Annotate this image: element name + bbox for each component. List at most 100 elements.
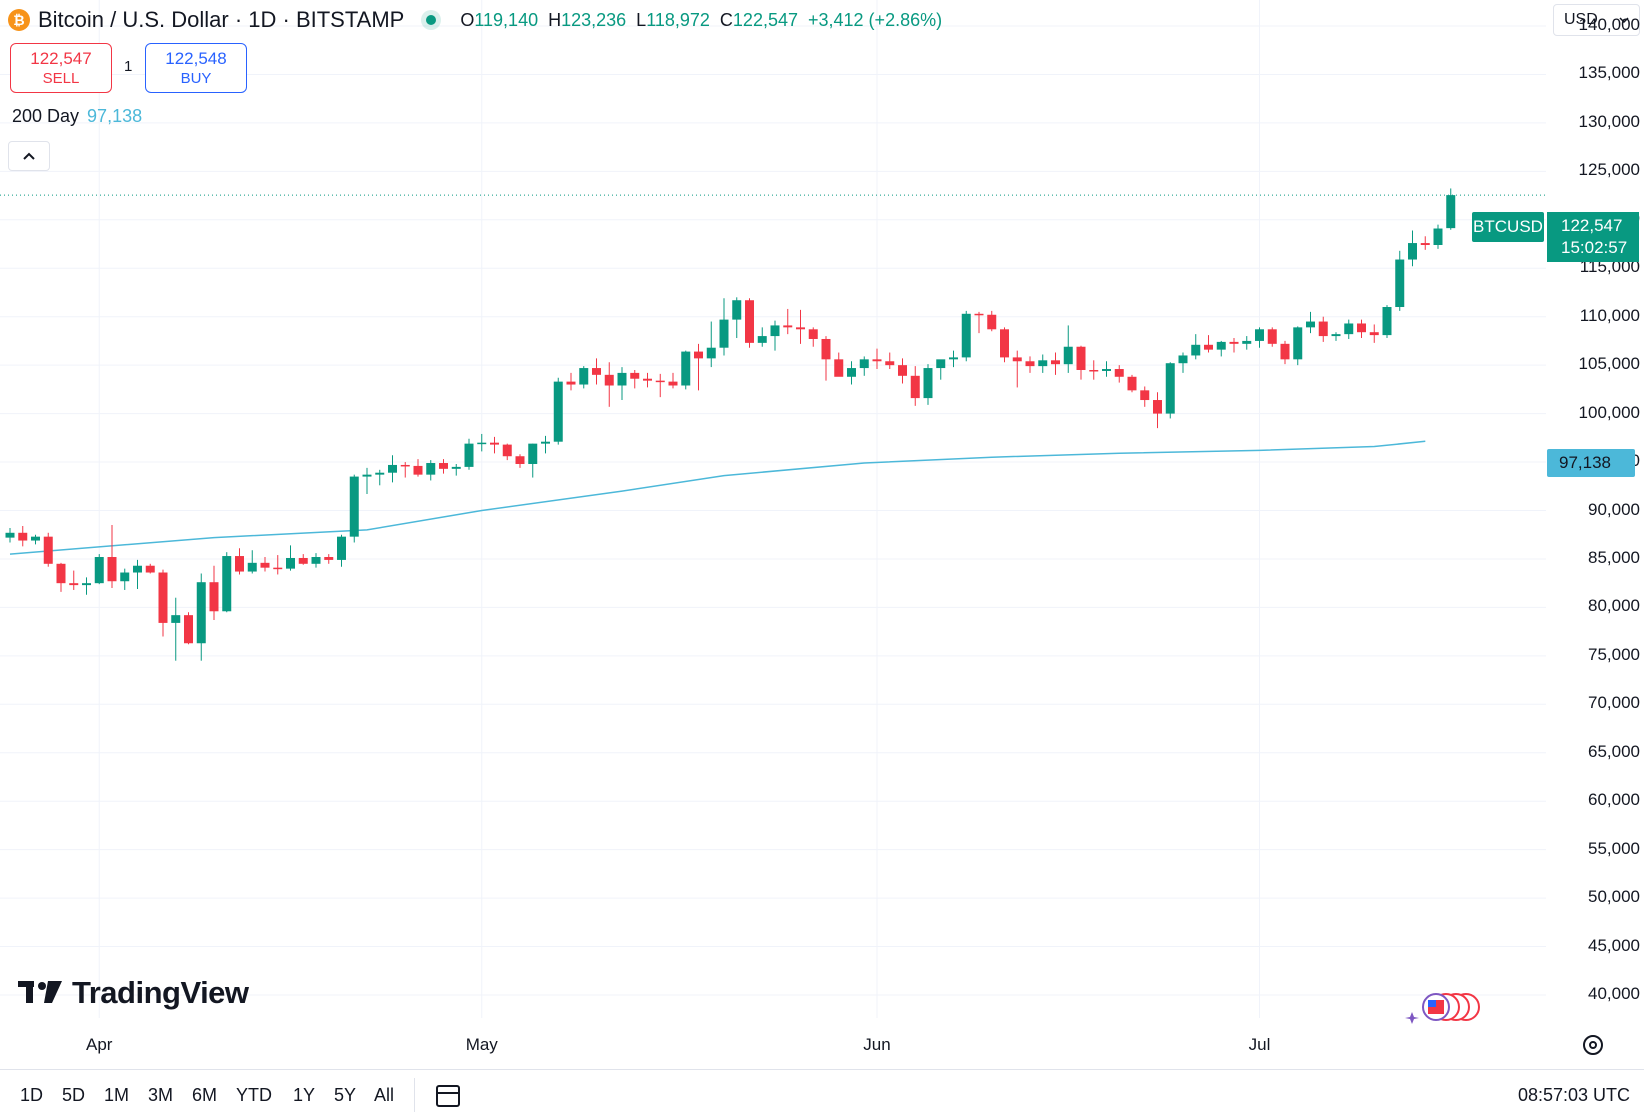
utc-clock[interactable]: 08:57:03 UTC (1517, 1085, 1630, 1105)
candle (1216, 340, 1226, 357)
candle (362, 467, 372, 495)
candlestick-layer (5, 188, 1456, 661)
trade-quantity[interactable]: 1 (124, 58, 133, 75)
candle-body (1038, 360, 1048, 367)
sell-price: 122,547 (30, 49, 92, 68)
candle (694, 343, 703, 391)
candle (1331, 332, 1341, 341)
candle (273, 555, 283, 575)
y-tick-label: 90,000 (1588, 499, 1640, 519)
high-value: 123,236 (561, 9, 627, 30)
range-button-1y[interactable]: 1Y (293, 1085, 316, 1105)
calendar-icon[interactable] (436, 1085, 460, 1107)
tradingview-logo[interactable]: TradingView (18, 975, 249, 1011)
candle (1306, 311, 1315, 334)
candle-body (1267, 329, 1277, 344)
candle (145, 563, 155, 574)
candle-body (145, 565, 155, 573)
candle (745, 298, 754, 348)
candle-body (1229, 341, 1239, 344)
candle (1408, 230, 1417, 267)
candle (655, 373, 665, 398)
range-button-5d[interactable]: 5D (62, 1085, 86, 1105)
candle-body (630, 372, 640, 379)
candle-body (247, 562, 257, 572)
candle (719, 298, 729, 356)
candle-body (5, 532, 15, 538)
candle-body (1293, 327, 1303, 360)
candle (898, 358, 907, 384)
currency-selector[interactable]: USD (1553, 4, 1640, 36)
y-tick-label: 140,000 (1578, 15, 1640, 34)
candle-body (324, 557, 334, 560)
candle-body (655, 380, 665, 383)
buy-button[interactable]: 122,548 BUY (145, 43, 247, 93)
candle (133, 559, 142, 589)
candle-body (617, 372, 627, 386)
range-button-1d[interactable]: 1D (20, 1085, 44, 1105)
candle-body (757, 336, 767, 343)
candle-body (31, 536, 40, 541)
candle-body (1408, 243, 1417, 260)
candle (732, 297, 742, 339)
candle (477, 433, 487, 452)
candle-body (898, 365, 907, 376)
candle (247, 550, 257, 574)
symbol-title[interactable]: Bitcoin / U.S. Dollar · 1D · BITSTAMP (38, 7, 405, 32)
sell-button[interactable]: 122,547 SELL (10, 43, 112, 93)
candle (936, 359, 946, 380)
toolbar-divider (414, 1078, 415, 1112)
candle (1127, 374, 1137, 393)
candle (464, 438, 474, 470)
candle (1293, 326, 1303, 366)
range-button-3m[interactable]: 3M (148, 1085, 174, 1105)
candle-body (1420, 243, 1430, 245)
candle-body (413, 465, 423, 475)
candle (18, 526, 28, 547)
candle-body (987, 314, 997, 330)
candle (910, 366, 920, 406)
buy-label: BUY (180, 70, 212, 87)
candle-body (668, 381, 678, 386)
candle (1191, 334, 1201, 360)
candle (808, 327, 818, 347)
candle-body (974, 313, 984, 316)
economic-events-icon[interactable] (1404, 990, 1484, 1024)
tradingview-wordmark: TradingView (72, 975, 249, 1010)
range-button-ytd[interactable]: YTD (236, 1085, 272, 1105)
tradingview-mark-icon (18, 981, 62, 1003)
indicator-legend[interactable]: 200 Day 97,138 (12, 106, 142, 127)
candle (783, 308, 793, 335)
candle-body (694, 351, 703, 359)
candle-body (936, 359, 946, 369)
chart-grid (0, 0, 1546, 1018)
price-chart[interactable] (0, 0, 1644, 1069)
collapse-legend-button[interactable] (8, 141, 50, 171)
y-tick-label: 80,000 (1588, 596, 1640, 616)
candle-body (43, 536, 53, 564)
candle-body (604, 374, 614, 386)
range-button-5y[interactable]: 5Y (334, 1085, 357, 1105)
candle-body (923, 368, 933, 399)
candle-body (1204, 344, 1213, 350)
candle-body (426, 463, 436, 475)
candle-body (847, 368, 856, 377)
candle-body (222, 556, 232, 612)
candle-body (949, 357, 958, 360)
settings-gear-icon[interactable] (1583, 1035, 1603, 1055)
candle (1153, 392, 1162, 429)
y-tick-label: 105,000 (1578, 354, 1640, 374)
range-button-1m[interactable]: 1M (104, 1085, 130, 1105)
candle-body (719, 319, 729, 348)
y-tick-label: 70,000 (1588, 693, 1640, 713)
range-button-all[interactable]: All (374, 1085, 395, 1105)
candle (1369, 324, 1379, 343)
candle (987, 310, 997, 332)
candle (400, 462, 410, 478)
candle (1000, 327, 1009, 363)
moving-average-layer (9, 440, 1426, 555)
sell-label: SELL (42, 70, 80, 87)
range-button-6m[interactable]: 6M (192, 1085, 218, 1105)
candle (426, 460, 436, 481)
y-tick-label: 75,000 (1588, 644, 1640, 664)
